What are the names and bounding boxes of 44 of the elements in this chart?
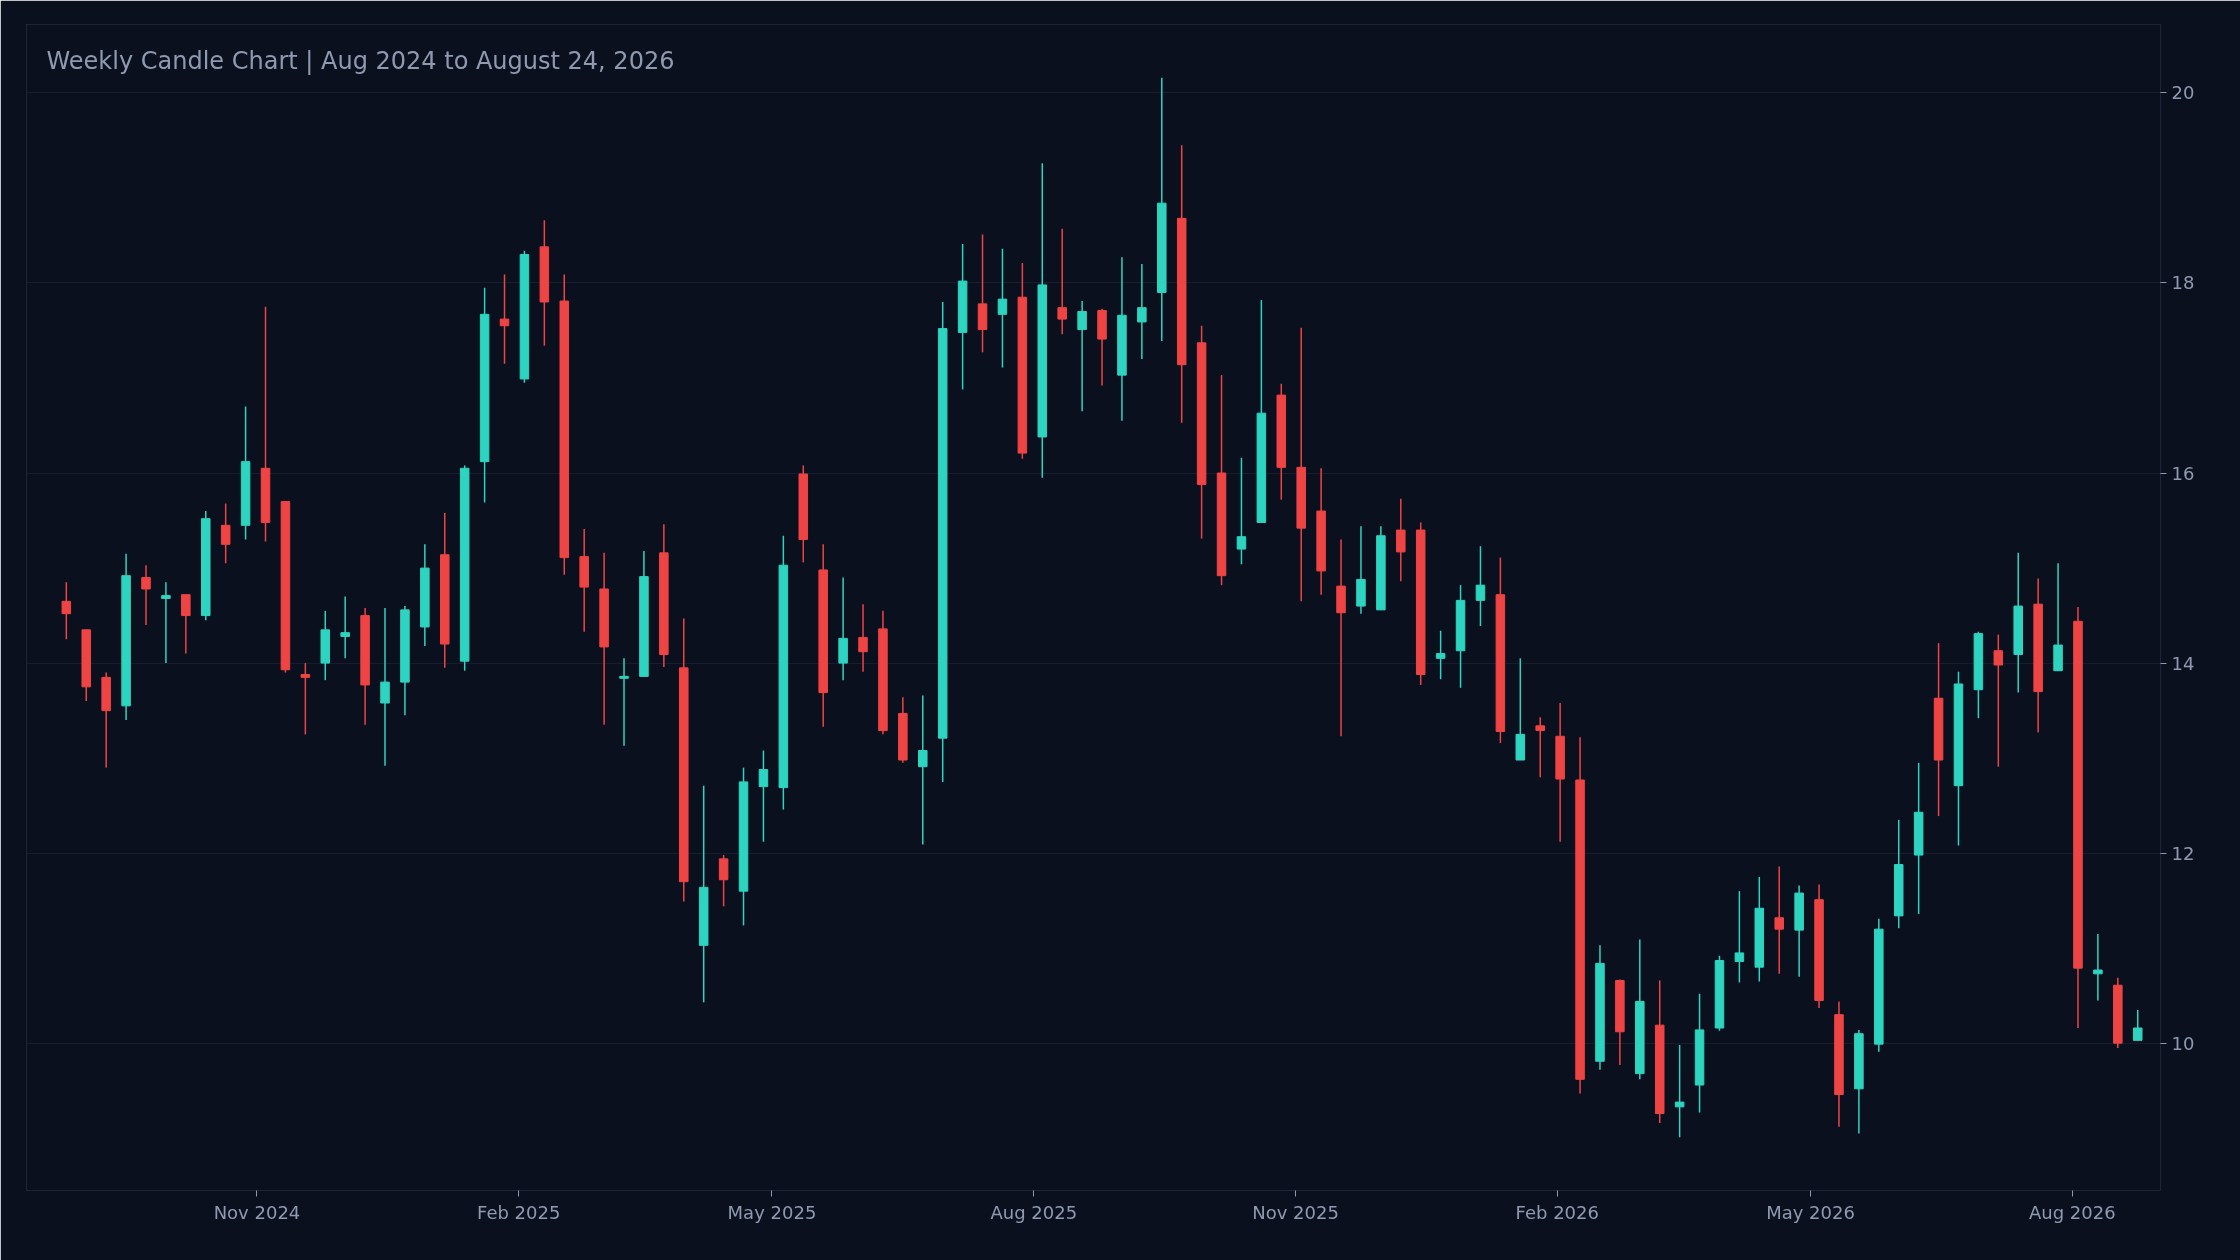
y-tick-label: 12 (2171, 842, 2195, 864)
y-tick-label: 14 (2171, 652, 2195, 674)
y-tick-label: 20 (2171, 82, 2195, 104)
candlestick (1674, 1044, 1685, 1139)
candlestick (1734, 890, 1745, 984)
y-tick-label: 18 (2171, 272, 2195, 294)
y-tick-label: 16 (2171, 462, 2195, 484)
candlestick (918, 694, 928, 846)
x-tick-label: Aug 2025 (990, 1201, 1078, 1223)
candlestick (141, 564, 151, 626)
x-tick-label: Nov 2025 (1252, 1201, 1339, 1223)
candlestick (1535, 716, 1545, 778)
candlestick (161, 581, 171, 664)
candlestick (718, 854, 729, 908)
candlestick (1774, 865, 1784, 975)
candlestick (1435, 630, 1446, 680)
y-tick-label: 10 (2171, 1032, 2195, 1054)
candlestick (1475, 545, 1486, 627)
candlestick (300, 662, 311, 736)
candlestick (858, 603, 868, 673)
x-tick-label: Feb 2025 (477, 1201, 561, 1223)
candlestick (758, 749, 769, 843)
text: Weekly Candle Chart | Aug 2024 to August 24, 2026 (46, 46, 675, 75)
candlestick (619, 657, 629, 747)
candlestick (1236, 457, 1247, 566)
candlestick (1396, 497, 1406, 583)
candlestick (2093, 933, 2103, 1002)
candlestick (340, 595, 350, 660)
candlestick (181, 593, 191, 655)
x-tick-label: Nov 2024 (213, 1201, 301, 1223)
candlestick (499, 273, 510, 365)
candlestick (1137, 263, 1147, 360)
candlestick (61, 581, 72, 641)
candlestick (220, 502, 231, 565)
x-tick-label: May 2026 (1766, 1201, 1855, 1223)
x-tick-label: May 2025 (727, 1201, 817, 1223)
x-tick-label: Feb 2026 (1515, 1201, 1599, 1223)
candlestick (1993, 633, 2004, 768)
x-tick-label: Aug 2026 (2028, 1201, 2116, 1223)
candlestick (2132, 1009, 2143, 1042)
candlestick (1057, 228, 1067, 336)
candlestick (1077, 300, 1087, 413)
candlestick (997, 248, 1008, 369)
candlestick (380, 607, 390, 767)
